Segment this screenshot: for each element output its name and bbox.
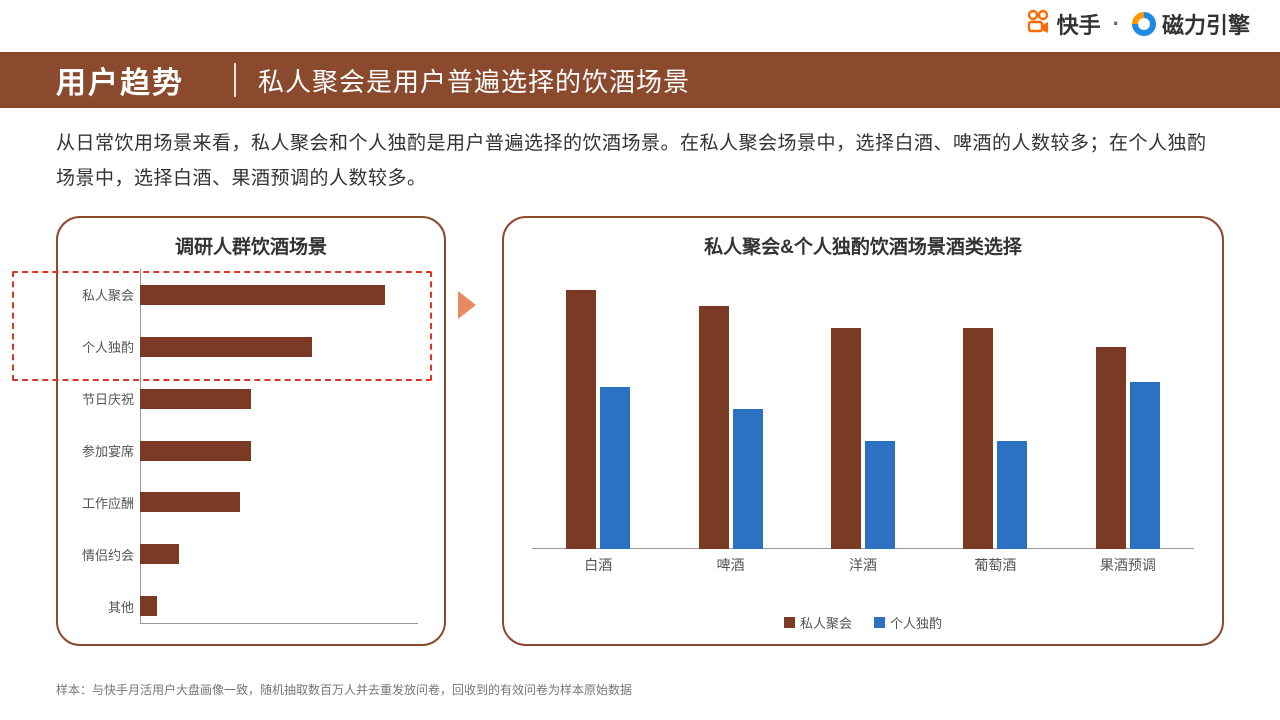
hbar-plot-area: 私人聚会个人独酌节日庆祝参加宴席工作应酬情侣约会其他 (76, 269, 426, 632)
vbar (831, 328, 861, 549)
vbar-category-label: 白酒 (532, 555, 664, 575)
vbar-group: 啤酒 (664, 279, 796, 549)
vbar-group: 果酒预调 (1062, 279, 1194, 549)
engine-icon (1132, 12, 1156, 36)
hbar-bar (140, 389, 251, 409)
kuaishou-text: 快手 (1057, 8, 1101, 40)
legend: 私人聚会 个人独酌 (522, 613, 1204, 632)
vbar (699, 306, 729, 549)
vbar-category-label: 啤酒 (664, 555, 796, 575)
vbar (1130, 382, 1160, 549)
hbar-label: 私人聚会 (76, 285, 134, 304)
legend-swatch (784, 617, 795, 628)
hbar-label: 个人独酌 (76, 337, 134, 356)
legend-item: 私人聚会 (784, 613, 852, 632)
title-main: 用户趋势 (0, 52, 212, 108)
hbar-bar (140, 544, 179, 564)
kuaishou-icon (1025, 8, 1051, 40)
vbar (1096, 347, 1126, 550)
hbar-label: 节日庆祝 (76, 389, 134, 408)
vbar (600, 387, 630, 549)
left-chart-panel: 调研人群饮酒场景 私人聚会个人独酌节日庆祝参加宴席工作应酬情侣约会其他 (56, 216, 446, 646)
hbar-label: 情侣约会 (76, 545, 134, 564)
brand-logo-bar: 快手 · 磁力引擎 (1025, 8, 1250, 40)
vbar-group: 葡萄酒 (929, 279, 1061, 549)
hbar-row: 节日庆祝 (140, 373, 418, 425)
vbar-category-label: 果酒预调 (1062, 555, 1194, 575)
legend-swatch (874, 617, 885, 628)
hbar-label: 参加宴席 (76, 441, 134, 460)
vbar (997, 441, 1027, 549)
hbar-row: 其他 (140, 580, 418, 632)
brand-separator: · (1113, 11, 1120, 37)
vbar (566, 290, 596, 549)
hbar-bar (140, 596, 157, 616)
legend-item: 个人独酌 (874, 613, 942, 632)
hbar-bar (140, 492, 240, 512)
hbar-bar (140, 441, 251, 461)
title-divider (234, 63, 236, 97)
charts-row: 调研人群饮酒场景 私人聚会个人独酌节日庆祝参加宴席工作应酬情侣约会其他 私人聚会… (56, 216, 1224, 646)
hbar-bar (140, 337, 312, 357)
engine-text: 磁力引擎 (1162, 8, 1250, 40)
vbar (733, 409, 763, 549)
hbar-row: 情侣约会 (140, 528, 418, 580)
vbar-group: 白酒 (532, 279, 664, 549)
body-paragraph: 从日常饮用场景来看，私人聚会和个人独酌是用户普遍选择的饮酒场景。在私人聚会场景中… (56, 126, 1224, 196)
right-chart-title: 私人聚会&个人独酌饮酒场景酒类选择 (522, 232, 1204, 259)
hbar-bar (140, 285, 385, 305)
right-chart-panel: 私人聚会&个人独酌饮酒场景酒类选择 白酒啤酒洋酒葡萄酒果酒预调 私人聚会 个人独酌 (502, 216, 1224, 646)
vbar (963, 328, 993, 549)
hbar-row: 工作应酬 (140, 476, 418, 528)
vbar-plot-area: 白酒啤酒洋酒葡萄酒果酒预调 (522, 269, 1204, 549)
vbar-group: 洋酒 (797, 279, 929, 549)
title-sub: 私人聚会是用户普遍选择的饮酒场景 (258, 62, 690, 99)
vbar (865, 441, 895, 549)
title-bar: 用户趋势 私人聚会是用户普遍选择的饮酒场景 (0, 52, 1280, 108)
hbar-row: 参加宴席 (140, 425, 418, 477)
arrow-triangle-icon (458, 291, 476, 319)
vbar-category-label: 洋酒 (797, 555, 929, 575)
left-chart-title: 调研人群饮酒场景 (76, 232, 426, 259)
vbar-category-label: 葡萄酒 (929, 555, 1061, 575)
hbar-row: 私人聚会 (140, 269, 418, 321)
hbar-label: 其他 (76, 597, 134, 616)
hbar-row: 个人独酌 (140, 321, 418, 373)
footnote: 样本：与快手月活用户大盘画像一致，随机抽取数百万人并去重发放问卷，回收到的有效问… (56, 681, 632, 698)
hbar-label: 工作应酬 (76, 493, 134, 512)
